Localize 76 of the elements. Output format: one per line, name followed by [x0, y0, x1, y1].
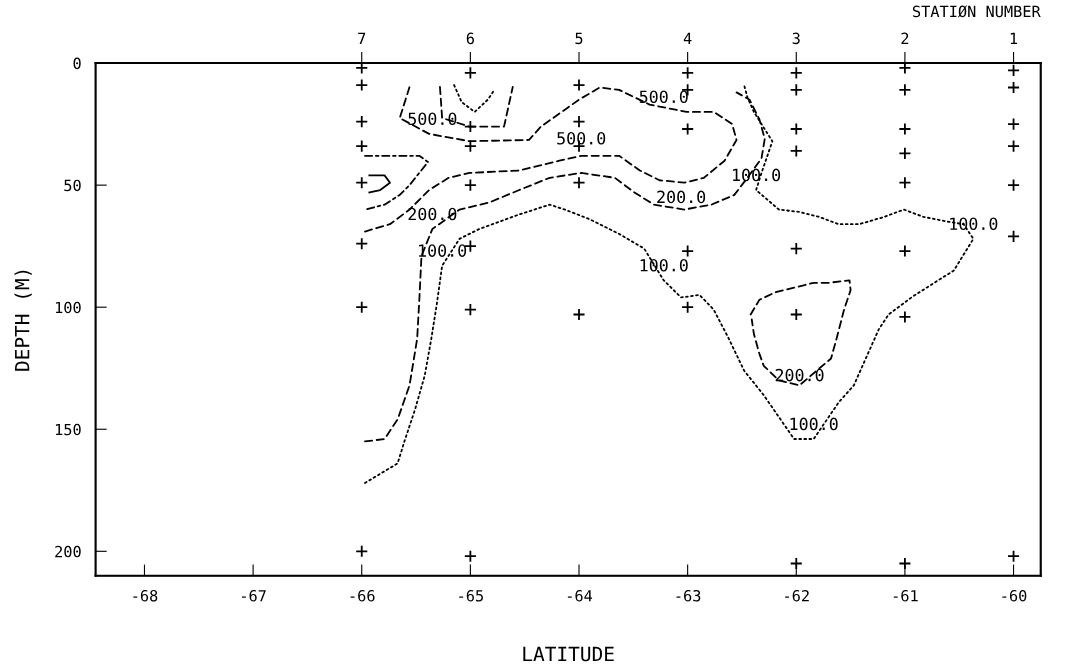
point: [789, 83, 803, 97]
x-tick-label: -67: [241, 589, 266, 602]
annotation: 100.0: [950, 217, 998, 231]
annotation: 100.0: [790, 417, 838, 431]
point: [1007, 81, 1021, 94]
x-tick-label: -61: [893, 589, 918, 602]
annotation: 200.0: [408, 207, 457, 221]
point: [789, 122, 803, 136]
point: [355, 176, 369, 190]
x-axis-title: LATITUDE: [523, 646, 614, 662]
y-tick-label: 200: [55, 545, 81, 558]
point: [681, 244, 695, 258]
point: [355, 139, 369, 153]
point: [789, 66, 803, 80]
point: [1007, 229, 1021, 243]
y-tick-label: 150: [55, 423, 81, 436]
line-series: [749, 279, 852, 387]
x2-tick-label: 1: [1010, 32, 1018, 44]
point: [463, 139, 477, 153]
line-series: [368, 174, 391, 194]
x2-tick-label: 4: [683, 32, 692, 44]
point: [898, 176, 912, 190]
point: [789, 242, 803, 256]
x2-tick-label: 6: [466, 32, 474, 45]
x2-tick-label: 5: [575, 32, 583, 45]
x-tick-label: -65: [459, 589, 483, 602]
point: [789, 557, 803, 570]
y-axis-title: DEPTH (M): [14, 270, 32, 371]
point: [355, 544, 369, 558]
annotation: 500.0: [408, 112, 457, 126]
point: [463, 120, 477, 134]
x2-axis-title: STATIØN NUMBER: [912, 5, 1041, 18]
point: [898, 310, 912, 324]
annotation: 100.0: [640, 258, 688, 272]
y-tick-label: 0: [73, 57, 81, 70]
x2-tick-label: 3: [792, 32, 800, 45]
x2-tick-label: 2: [901, 32, 909, 44]
point: [355, 237, 369, 251]
point: [355, 300, 369, 314]
point: [681, 300, 695, 314]
point: [572, 115, 586, 129]
x-tick-label: -68: [133, 589, 158, 602]
y-tick-label: 50: [64, 179, 81, 192]
point: [463, 549, 477, 563]
line-series: [453, 84, 496, 113]
point: [789, 144, 803, 158]
x-tick-label: -64: [567, 589, 593, 602]
point: [898, 244, 912, 258]
point: [572, 308, 586, 321]
point: [898, 557, 912, 570]
point: [1007, 178, 1021, 192]
point: [463, 178, 477, 192]
point: [681, 122, 695, 136]
x-tick-label: -66: [350, 589, 375, 602]
point: [572, 176, 586, 190]
point: [898, 122, 912, 136]
point: [1007, 117, 1021, 131]
x-tick-label: -63: [676, 589, 701, 602]
point: [1007, 549, 1021, 563]
annotation: 200.0: [657, 190, 706, 204]
x-tick-label: -60: [1002, 589, 1027, 602]
point: [789, 308, 803, 321]
point: [898, 146, 912, 160]
annotation: 500.0: [557, 132, 606, 145]
point: [463, 66, 477, 80]
point: [355, 78, 369, 92]
y-tick-label: 100: [55, 301, 81, 314]
x2-tick-label: 7: [358, 32, 366, 44]
point: [572, 78, 586, 92]
x-tick-label: -62: [785, 589, 809, 602]
point: [898, 83, 912, 97]
point: [355, 115, 369, 129]
point: [463, 303, 477, 317]
annotation: 500.0: [639, 90, 688, 104]
point: [1007, 139, 1021, 153]
point: [681, 66, 695, 80]
